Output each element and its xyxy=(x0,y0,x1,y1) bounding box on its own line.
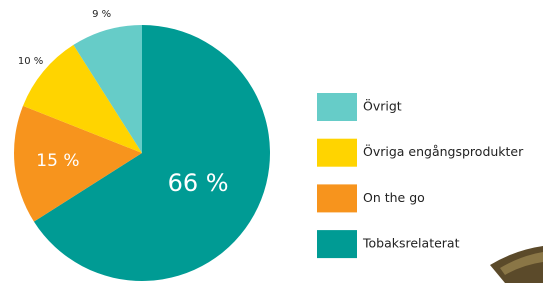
legend-swatch xyxy=(317,139,357,167)
legend-label: Tobaksrelaterat xyxy=(362,236,460,251)
data-label: 15 % xyxy=(36,151,79,171)
legend-label: Övrigt xyxy=(363,98,402,114)
legend-label: Övriga engångsprodukter xyxy=(363,143,524,159)
data-label: 9 % xyxy=(92,9,111,20)
legend-label: On the go xyxy=(363,190,425,205)
legend-swatch xyxy=(317,93,357,121)
legend-swatch xyxy=(317,184,357,212)
chart: 66 % 15 % 10 % 9 % Övrigt Övriga engångsprodu… xyxy=(0,0,543,283)
legend-swatch xyxy=(317,230,357,258)
data-label: 66 % xyxy=(168,169,229,197)
data-label: 10 % xyxy=(18,56,43,67)
background-photo-fragment xyxy=(490,246,543,283)
